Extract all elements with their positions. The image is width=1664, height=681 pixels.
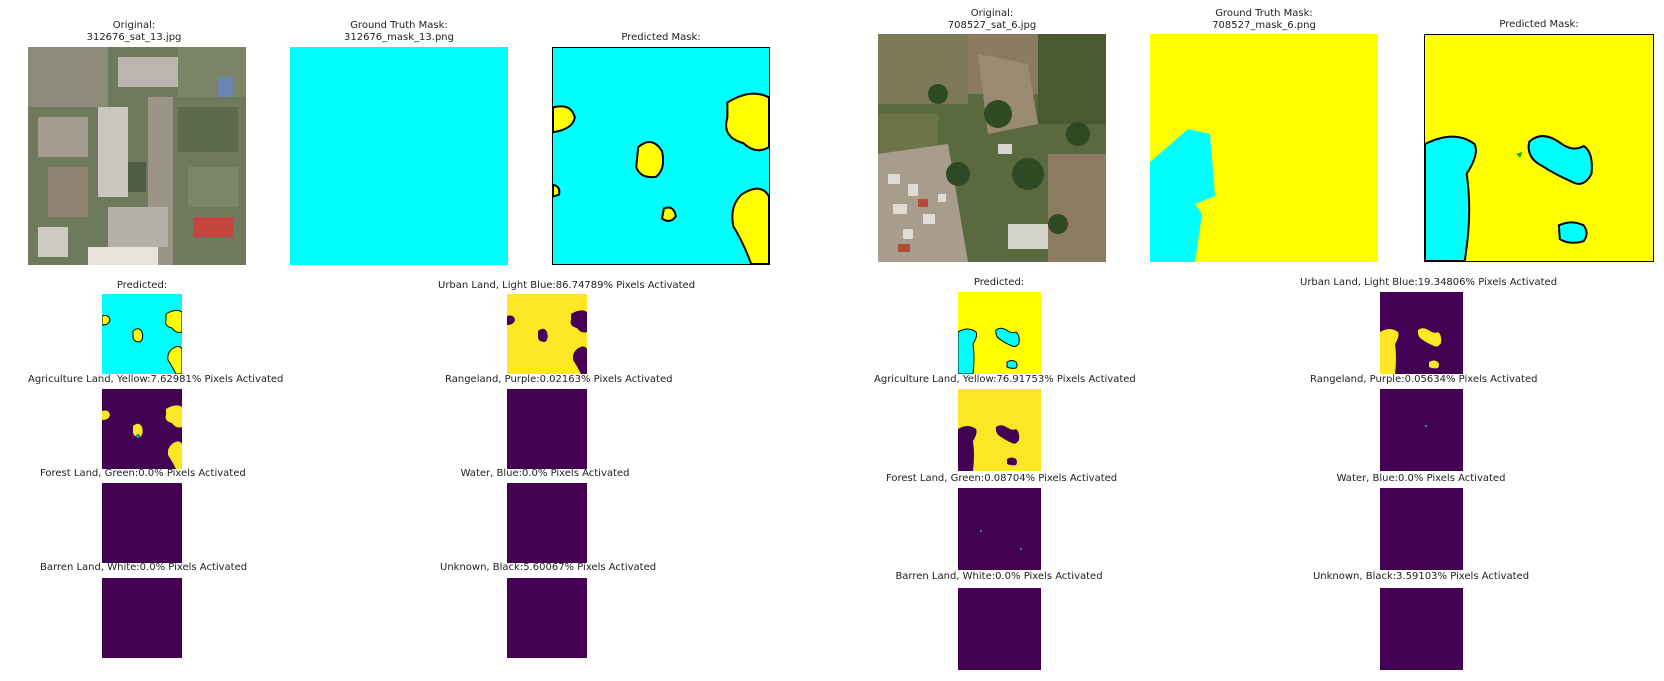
left-pred-mask [552, 47, 770, 265]
left-class-agriculture-map [102, 389, 182, 469]
left-original-title: Original: [112, 20, 156, 31]
right-gt-mask [1150, 34, 1378, 262]
left-gt-title: Ground Truth Mask: [350, 20, 448, 31]
right-class-rangeland-caption: Rangeland, Purple:0.05634% Pixels Activa… [1310, 374, 1538, 385]
right-class-forest-caption: Forest Land, Green:0.08704% Pixels Activ… [886, 473, 1118, 484]
right-pred-mask-caption: Predicted Mask: [1499, 19, 1579, 30]
right-class-water-caption: Water, Blue:0.0% Pixels Activated [1336, 473, 1506, 484]
left-class-urban-map [507, 294, 587, 374]
left-class-barren-caption: Barren Land, White:0.0% Pixels Activated [40, 562, 248, 573]
right-original-file: 708527_sat_6.jpg [947, 20, 1037, 31]
right-class-barren-map [958, 588, 1041, 670]
right-original-caption: Original: 708527_sat_6.jpg [878, 8, 1106, 32]
left-class-agriculture-caption: Agriculture Land, Yellow:7.62981% Pixels… [28, 374, 284, 385]
right-class-barren-caption: Barren Land, White:0.0% Pixels Activated [895, 571, 1103, 582]
left-original-image [28, 47, 246, 265]
right-class-water-map [1380, 488, 1463, 570]
left-original-file: 312676_sat_13.jpg [86, 32, 182, 43]
right-class-unknown-caption: Unknown, Black:3.59103% Pixels Activated [1312, 571, 1530, 582]
left-predicted-thumb [102, 294, 182, 374]
right-class-urban-caption: Urban Land, Light Blue:19.34806% Pixels … [1300, 277, 1558, 288]
left-original-caption: Original: 312676_sat_13.jpg [28, 20, 240, 44]
right-class-forest-map [958, 488, 1041, 570]
right-class-agriculture-caption: Agriculture Land, Yellow:76.91753% Pixel… [874, 374, 1136, 385]
right-gt-file: 708527_mask_6.png [1212, 20, 1316, 31]
left-predicted-caption: Predicted: [116, 280, 168, 291]
right-gt-caption: Ground Truth Mask: 708527_mask_6.png [1150, 8, 1378, 32]
left-class-rangeland-map [507, 389, 587, 469]
left-class-forest-caption: Forest Land, Green:0.0% Pixels Activated [40, 468, 246, 479]
left-class-unknown-caption: Unknown, Black:5.60067% Pixels Activated [440, 562, 657, 573]
right-original-title: Original: [970, 8, 1014, 19]
right-class-agriculture-map [958, 389, 1041, 471]
left-class-rangeland-caption: Rangeland, Purple:0.02163% Pixels Activa… [445, 374, 673, 385]
left-pred-mask-caption: Predicted Mask: [621, 32, 701, 43]
right-predicted-thumb [958, 292, 1041, 374]
right-class-rangeland-map [1380, 389, 1463, 471]
left-class-urban-caption: Urban Land, Light Blue:86.74789% Pixels … [438, 280, 696, 291]
left-gt-caption: Ground Truth Mask: 312676_mask_13.png [290, 20, 508, 44]
right-predicted-caption: Predicted: [973, 277, 1025, 288]
left-class-water-caption: Water, Blue:0.0% Pixels Activated [460, 468, 630, 479]
left-class-unknown-map [507, 578, 587, 658]
left-gt-file: 312676_mask_13.png [344, 32, 454, 43]
left-gt-mask [290, 47, 508, 265]
left-class-water-map [507, 483, 587, 563]
right-original-image [878, 34, 1106, 262]
left-class-barren-map [102, 578, 182, 658]
left-class-forest-map [102, 483, 182, 563]
right-class-urban-map [1380, 292, 1463, 374]
right-class-unknown-map [1380, 588, 1463, 670]
right-gt-title: Ground Truth Mask: [1215, 8, 1313, 19]
right-pred-mask [1424, 34, 1654, 262]
